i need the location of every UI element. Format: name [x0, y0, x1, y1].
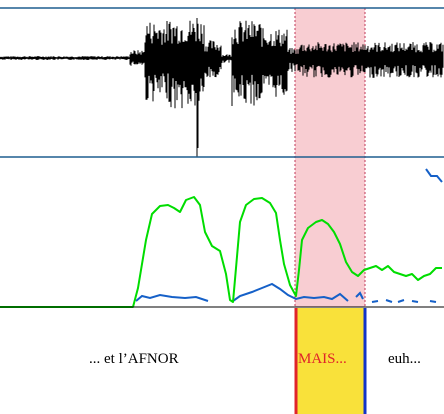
segment-label-mais[interactable]: MAIS...	[298, 351, 347, 367]
waveform	[0, 18, 444, 157]
segmentation-tier[interactable]	[294, 308, 367, 414]
energy-curve	[135, 168, 443, 303]
pitch-curve	[0, 196, 442, 308]
selected-segment-fill[interactable]	[295, 308, 365, 414]
segment-label-afnor[interactable]: ... et l’AFNOR	[89, 351, 179, 367]
waveform-panel[interactable]	[0, 7, 444, 158]
segment-label-euh[interactable]: euh...	[388, 351, 421, 367]
pitch-panel[interactable]	[0, 168, 444, 308]
